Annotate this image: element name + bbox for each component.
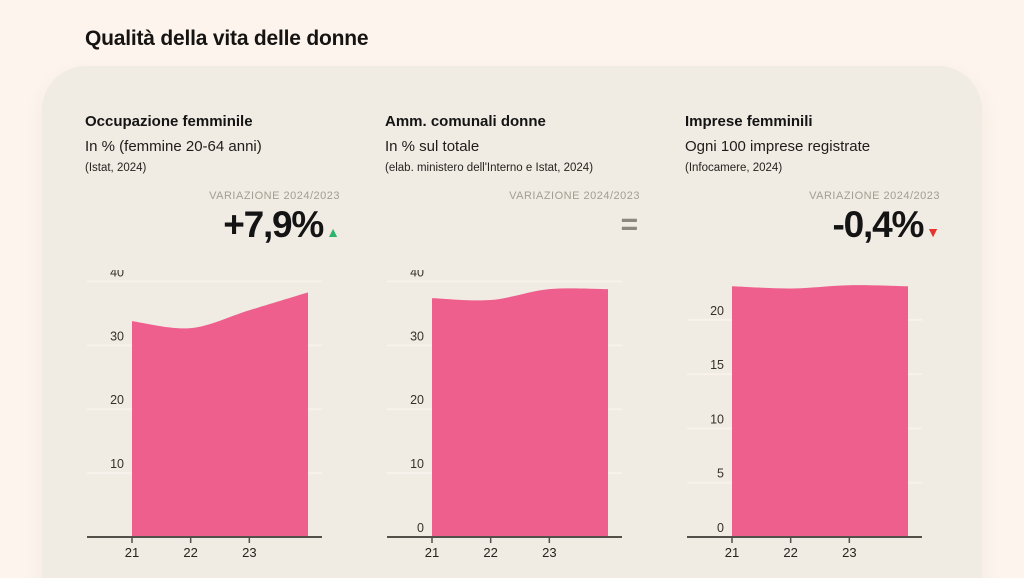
svg-text:40: 40 bbox=[110, 270, 124, 279]
chart-wrap: 10 20 30 40 21 22 23 bbox=[87, 265, 340, 570]
svg-text:10: 10 bbox=[710, 412, 724, 426]
variation-block: VARIAZIONE 2024/2023 +7,9% ▲ bbox=[85, 189, 340, 244]
svg-text:21: 21 bbox=[425, 545, 439, 560]
svg-text:40: 40 bbox=[410, 270, 424, 279]
svg-text:22: 22 bbox=[783, 545, 797, 560]
svg-text:5: 5 bbox=[717, 467, 724, 481]
svg-text:22: 22 bbox=[483, 545, 497, 560]
svg-text:15: 15 bbox=[710, 358, 724, 372]
panel-source: (Istat, 2024) bbox=[85, 162, 147, 174]
page-title: Qualità della vita delle donne bbox=[85, 27, 369, 50]
svg-text:20: 20 bbox=[410, 393, 424, 407]
svg-text:0: 0 bbox=[417, 521, 424, 535]
variation-value: -0,4% bbox=[832, 204, 924, 245]
no-change-equals-icon: = bbox=[620, 208, 639, 241]
panel-title: Amm. comunali donne bbox=[385, 113, 546, 130]
area-chart-imprese-femminili: 0 5 10 15 20 21 22 23 bbox=[687, 285, 922, 560]
variation-label: VARIAZIONE 2024/2023 bbox=[809, 190, 940, 202]
panels-row: Occupazione femminile In % (femmine 20-6… bbox=[42, 66, 982, 570]
svg-text:30: 30 bbox=[110, 329, 124, 343]
svg-text:23: 23 bbox=[542, 545, 556, 560]
svg-text:21: 21 bbox=[725, 545, 739, 560]
svg-text:30: 30 bbox=[410, 329, 424, 343]
svg-text:10: 10 bbox=[410, 457, 424, 471]
panel-occupazione-femminile: Occupazione femminile In % (femmine 20-6… bbox=[85, 112, 340, 570]
variation-label: VARIAZIONE 2024/2023 bbox=[509, 190, 640, 202]
variation-block: VARIAZIONE 2024/2023 = bbox=[385, 189, 640, 244]
panel-subtitle: In % (femmine 20-64 anni) bbox=[85, 138, 262, 155]
variation-value-row: = bbox=[621, 206, 640, 244]
svg-text:10: 10 bbox=[110, 457, 124, 471]
variation-value: +7,9% bbox=[223, 204, 324, 245]
svg-text:20: 20 bbox=[110, 393, 124, 407]
svg-text:22: 22 bbox=[183, 545, 197, 560]
chart-wrap: 0 10 20 30 40 21 22 23 bbox=[387, 265, 640, 570]
area-chart-amministratrici-comunali: 0 10 20 30 40 21 22 23 bbox=[387, 265, 622, 560]
panel-title: Occupazione femminile bbox=[85, 113, 253, 130]
panel-subtitle: Ogni 100 imprese registrate bbox=[685, 138, 871, 155]
panel-subtitle: In % sul totale bbox=[385, 138, 480, 155]
variation-label: VARIAZIONE 2024/2023 bbox=[209, 190, 340, 202]
panel-source: (elab. ministero dell'Interno e Istat, 2… bbox=[385, 162, 594, 174]
area-chart-occupazione-femminile: 10 20 30 40 21 22 23 bbox=[87, 265, 322, 560]
svg-text:20: 20 bbox=[710, 304, 724, 318]
trend-down-triangle-icon: ▼ bbox=[926, 224, 940, 240]
panel-amministratrici-comunali: Amm. comunali donne In % sul totale (ela… bbox=[385, 112, 640, 570]
stats-card: Occupazione femminile In % (femmine 20-6… bbox=[42, 66, 982, 578]
trend-up-triangle-icon: ▲ bbox=[326, 224, 340, 240]
panel-source: (Infocamere, 2024) bbox=[685, 162, 783, 174]
svg-text:21: 21 bbox=[125, 545, 139, 560]
page-header: Qualità della vita delle donne bbox=[85, 27, 369, 51]
variation-value-row: -0,4% ▼ bbox=[832, 206, 940, 244]
svg-text:23: 23 bbox=[842, 545, 856, 560]
panel-imprese-femminili: Imprese femminili Ogni 100 imprese regis… bbox=[685, 112, 940, 570]
variation-block: VARIAZIONE 2024/2023 -0,4% ▼ bbox=[685, 189, 940, 244]
panel-title: Imprese femminili bbox=[685, 113, 813, 130]
chart-wrap: 0 5 10 15 20 21 22 23 bbox=[687, 270, 940, 570]
svg-text:0: 0 bbox=[717, 521, 724, 535]
svg-text:23: 23 bbox=[242, 545, 256, 560]
variation-value-row: +7,9% ▲ bbox=[223, 206, 340, 244]
